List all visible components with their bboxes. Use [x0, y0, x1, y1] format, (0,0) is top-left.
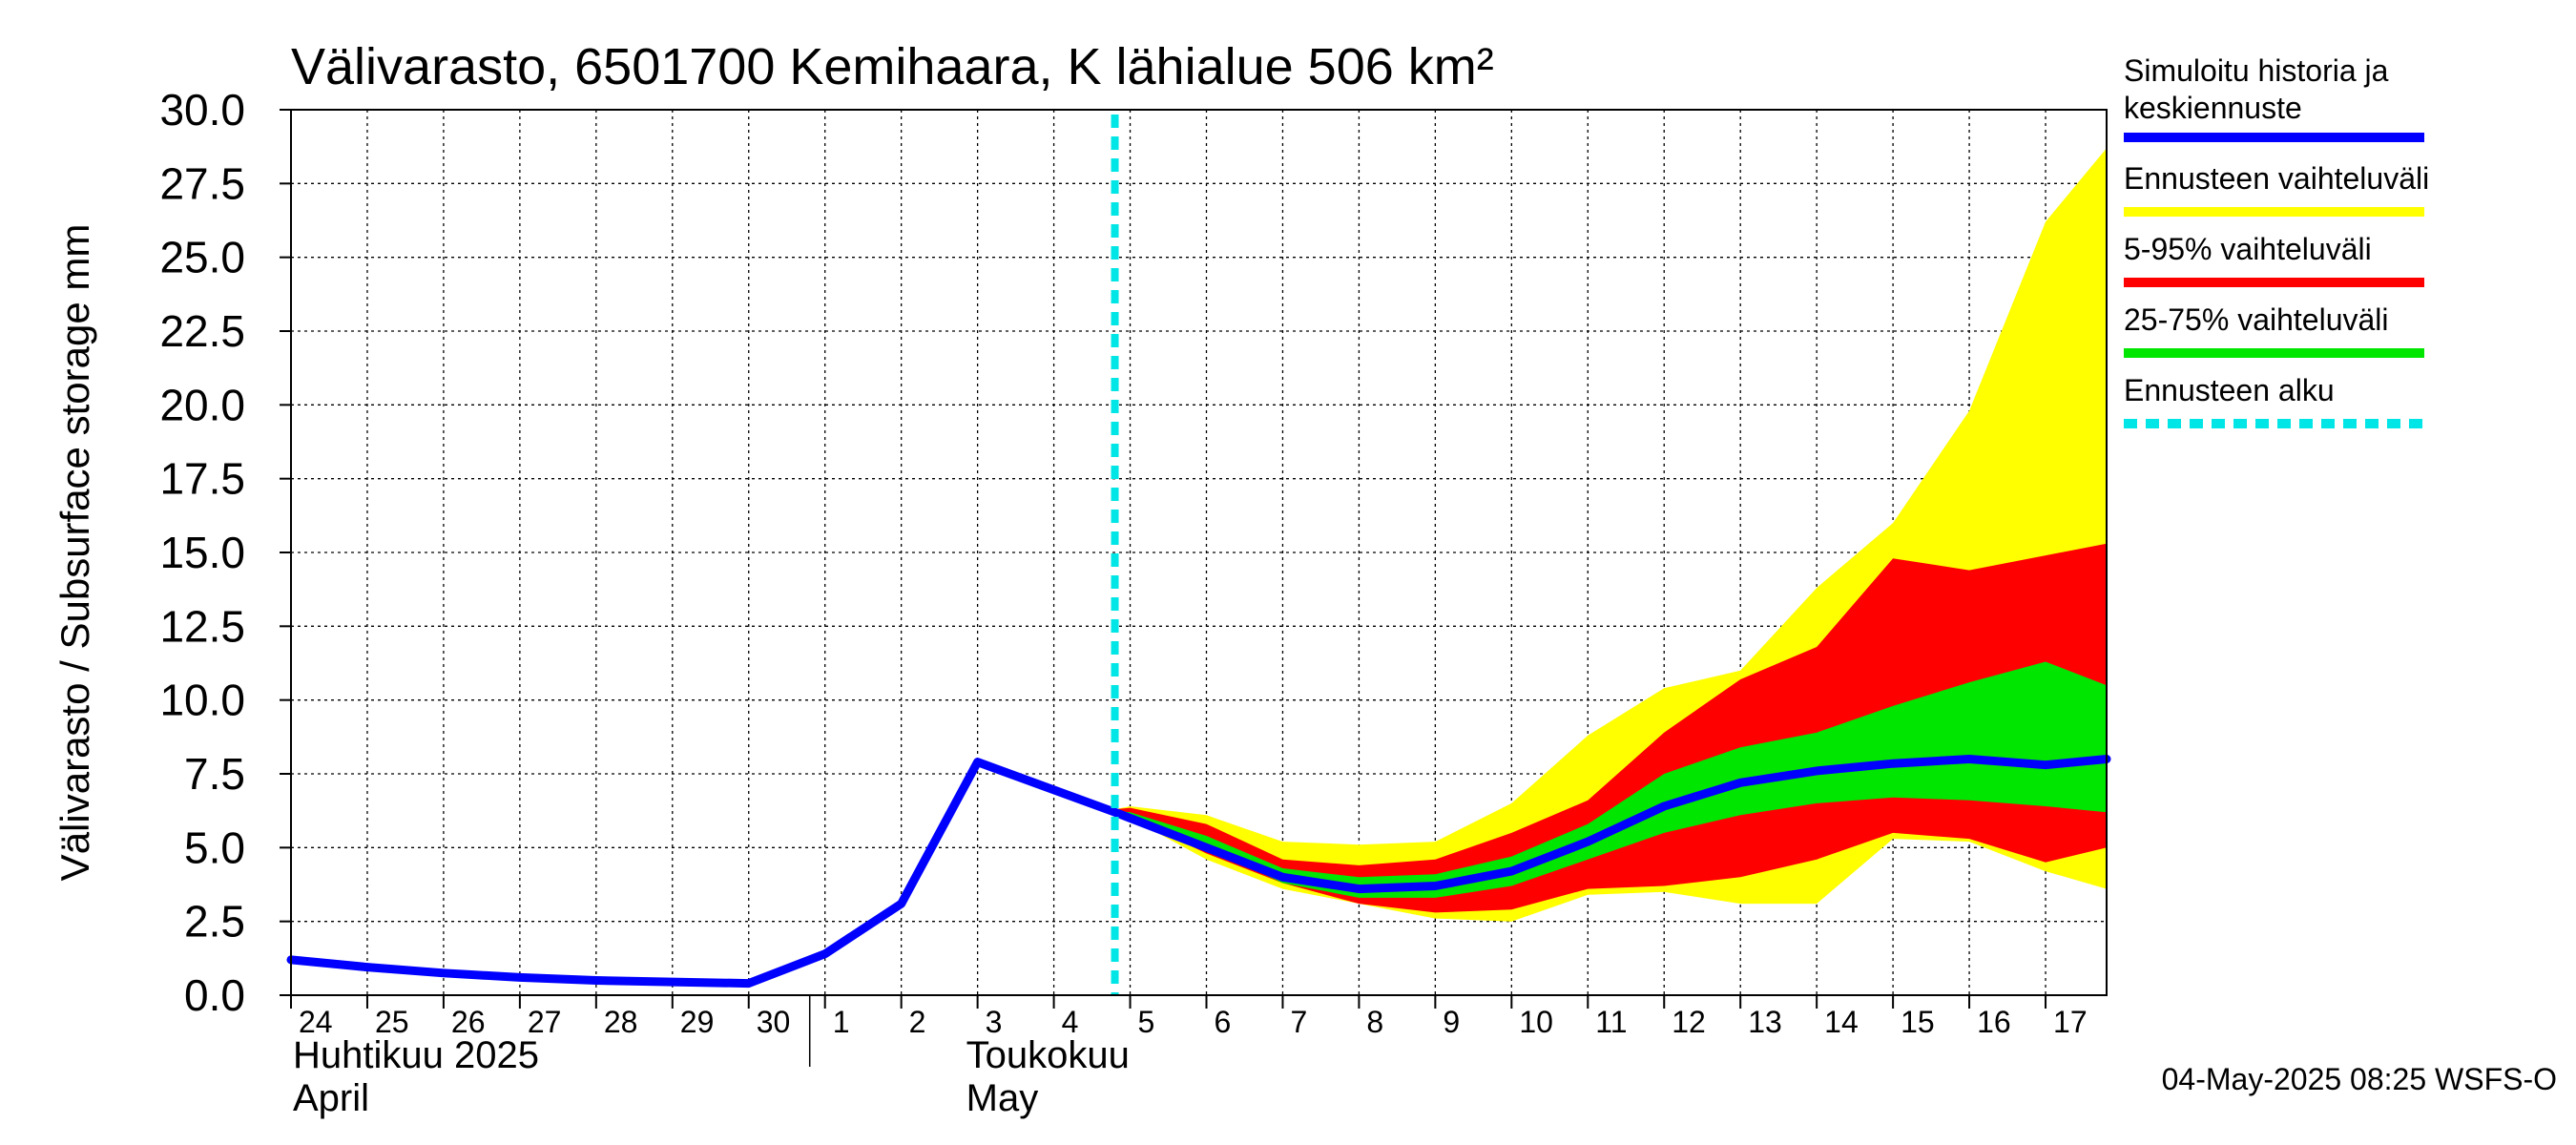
history-line [286, 758, 1119, 989]
x-tick-label: 26 [451, 1005, 486, 1039]
forecast-bands [1114, 148, 2107, 922]
month-label-en: May [966, 1077, 1039, 1119]
legend-label: Ennusteen vaihteluväli [2124, 161, 2429, 196]
y-tick-label: 27.5 [159, 158, 245, 208]
x-tick-label: 28 [604, 1005, 638, 1039]
y-tick-label: 15.0 [159, 528, 245, 577]
x-tick-label: 14 [1824, 1005, 1859, 1039]
x-tick-label: 27 [528, 1005, 562, 1039]
axes: 0.0 2.5 5.0 7.5 10.0 12.5 15.0 17.5 20.0 22.5 25.0… [159, 85, 2108, 1119]
legend-label: 5-95% vaihteluväli [2124, 232, 2372, 266]
x-tick-label: 4 [1062, 1005, 1079, 1039]
month-label-en: April [293, 1077, 369, 1119]
x-tick-label: 6 [1214, 1005, 1231, 1039]
y-tick-label: 20.0 [159, 380, 245, 429]
x-tick-label: 10 [1519, 1005, 1553, 1039]
y-tick-label: 7.5 [184, 749, 245, 799]
x-tick-label: 9 [1443, 1005, 1460, 1039]
legend-label: 25-75% vaihteluväli [2124, 302, 2389, 337]
x-tick-label: 15 [1901, 1005, 1935, 1039]
median-forecast-line [1111, 755, 2111, 894]
legend-label: Simuloitu historia ja [2124, 53, 2389, 88]
legend-label-line2: keskiennuste [2124, 91, 2302, 125]
series-lines [286, 114, 2111, 995]
x-tick-label: 8 [1366, 1005, 1383, 1039]
y-tick-label: 10.0 [159, 676, 245, 725]
x-tick-label: 12 [1672, 1005, 1706, 1039]
band-2 [1114, 543, 2107, 913]
y-tick-label: 12.5 [159, 601, 245, 651]
x-tick-label: 7 [1290, 1005, 1307, 1039]
x-tick-label: 13 [1748, 1005, 1782, 1039]
y-tick-label: 30.0 [159, 85, 245, 135]
footer-timestamp: 04-May-2025 08:25 WSFS-O [2162, 1062, 2557, 1096]
x-tick-label: 3 [986, 1005, 1003, 1039]
x-tick-label: 16 [1977, 1005, 2011, 1039]
month-label: Huhtikuu 2025 [293, 1034, 539, 1076]
y-tick-label: 22.5 [159, 306, 245, 356]
x-tick-label: 29 [680, 1005, 715, 1039]
month-label: Toukokuu [966, 1034, 1130, 1076]
legend-label: Ennusteen alku [2124, 373, 2335, 407]
x-tick-label: 1 [833, 1005, 850, 1039]
x-tick-label: 25 [375, 1005, 409, 1039]
band-3 [1114, 661, 2107, 898]
y-tick-label: 2.5 [184, 897, 245, 947]
x-tick-label: 11 [1595, 1005, 1627, 1039]
x-tick-label: 17 [2053, 1005, 2088, 1039]
y-tick-label: 0.0 [184, 970, 245, 1020]
x-tick-label: 30 [757, 1005, 791, 1039]
x-tick-label: 5 [1138, 1005, 1155, 1039]
plot-frame [290, 109, 2108, 996]
y-axis-label: Välivarasto / Subsurface storage mm [52, 224, 97, 882]
x-tick-label: 2 [909, 1005, 926, 1039]
y-tick-label: 5.0 [184, 822, 245, 872]
chart-title: Välivarasto, 6501700 Kemihaara, K lähial… [291, 38, 1494, 95]
y-tick-label: 17.5 [159, 454, 245, 504]
x-tick-label: 24 [299, 1005, 333, 1039]
y-tick-label: 25.0 [159, 233, 245, 282]
